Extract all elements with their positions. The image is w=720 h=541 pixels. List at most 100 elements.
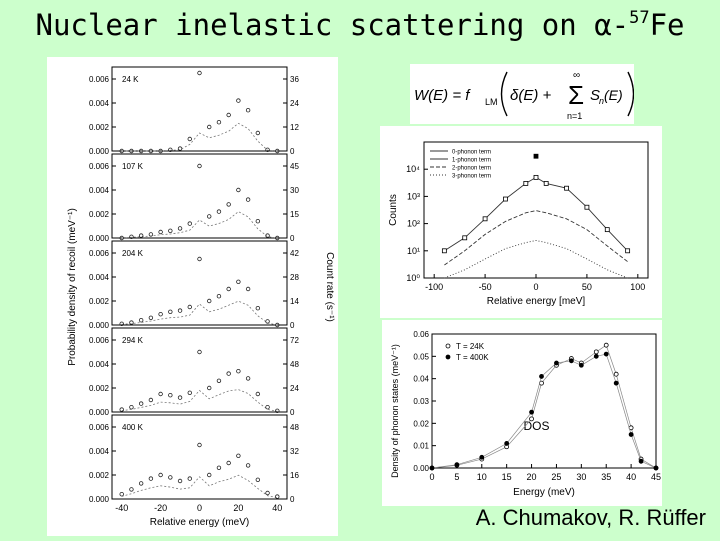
x-tick-label: 40: [272, 503, 282, 513]
left-tick-label: 0.006: [89, 162, 110, 171]
series-point-1: [628, 432, 634, 437]
series-point-1: [613, 380, 619, 386]
y-tick-label: 10²: [407, 219, 420, 229]
data-point: [129, 148, 134, 154]
data-point: [245, 463, 251, 468]
data-point: [275, 322, 280, 328]
data-point: [177, 146, 183, 151]
formula-lhs: W(E) = f: [414, 87, 471, 104]
data-point: [177, 395, 183, 400]
title-element: Fe: [649, 8, 685, 42]
right-tick-label: 15: [290, 210, 299, 219]
series-point-1: [533, 174, 539, 180]
data-point: [129, 320, 134, 325]
data-point: [216, 378, 222, 383]
series-point-1: [429, 465, 435, 471]
recoil-density-figure: 0.006 0.004 0.002 0.000 36 24 12 0 24 K 0.006 0.00…: [47, 57, 338, 536]
title-prefix: Nuclear inelastic scattering on: [35, 8, 595, 42]
data-point: [236, 279, 241, 284]
right-tick-label: 0: [290, 234, 295, 243]
right-tick-label: 32: [290, 447, 299, 456]
right-tick-label: 0: [290, 147, 295, 156]
data-point: [226, 112, 231, 118]
data-point: [265, 319, 270, 324]
y-tick-label: 0.05: [413, 352, 429, 361]
left-tick-label: 0.006: [89, 336, 110, 345]
right-tick-label: 45: [290, 162, 299, 171]
formula-term-subscript: n: [599, 96, 604, 106]
formula-box: W(E) = f LM δ(E) + ∞ Σ n=1 S n (E): [410, 64, 635, 124]
data-point: [236, 187, 241, 193]
data-point: [119, 492, 124, 497]
data-point: [197, 70, 202, 76]
panel-temperature-label: 204 K: [122, 249, 144, 258]
panel-temperature-label: 24 K: [122, 75, 139, 84]
panel-frame-3: [111, 327, 288, 413]
data-point: [275, 408, 280, 413]
data-point: [207, 214, 212, 219]
series-point-0: [533, 153, 539, 159]
x-tick-label: 50: [582, 282, 592, 292]
x-tick-label: 20: [233, 503, 243, 513]
formula-term: S: [590, 87, 600, 104]
series-line-1: [431, 353, 657, 469]
legend-entry: T = 24K: [456, 342, 485, 351]
data-point: [119, 407, 124, 412]
series-line-3: [444, 240, 628, 279]
y-tick-label: 10⁴: [406, 164, 420, 174]
x-tick-label: 45: [651, 472, 661, 482]
right-tick-label: 28: [290, 273, 299, 282]
data-point: [226, 460, 231, 466]
legend-entry: 3-phonon term: [452, 174, 491, 180]
formula-lm-subscript: LM: [485, 97, 498, 107]
x-tick-label: 25: [551, 472, 561, 482]
y-axis-label: Density of phonon states (meV⁻¹): [390, 344, 400, 478]
formula-right-paren: [627, 71, 635, 117]
series-point-1: [441, 248, 447, 254]
series-point-1: [462, 235, 468, 241]
legend-marker: [445, 354, 451, 360]
right-tick-label: 42: [290, 249, 299, 258]
legend-entry: 2-phonon term: [452, 166, 491, 172]
x-tick-label: 0: [197, 503, 202, 513]
y-axis-label: Counts: [388, 194, 399, 226]
series-point-0: [613, 371, 619, 377]
recoil-density-chart: 0.006 0.004 0.002 0.000 36 24 12 0 24 K 0.006 0.00…: [67, 66, 335, 528]
data-point: [119, 148, 124, 154]
data-point: [245, 108, 251, 113]
data-point: [236, 453, 241, 458]
y-tick-label: 10⁰: [406, 273, 420, 283]
data-point: [226, 286, 231, 292]
left-tick-label: 0.002: [89, 210, 110, 219]
series-point-1: [638, 458, 644, 464]
series-point-1: [539, 374, 544, 379]
series-point-1: [653, 465, 659, 471]
x-tick-label: 30: [576, 472, 586, 482]
y-tick-label: 0.02: [413, 419, 429, 428]
data-point: [148, 232, 154, 237]
right-tick-label: 0: [290, 408, 295, 417]
title-mass-number: 57: [629, 8, 650, 28]
data-point: [255, 391, 261, 397]
series-line-0: [431, 344, 657, 469]
x-tick-label: 20: [527, 472, 537, 482]
legend-entry: T = 400K: [456, 353, 489, 362]
data-point: [207, 124, 212, 130]
series-point-1: [584, 204, 590, 210]
data-point: [119, 235, 124, 241]
data-point: [226, 371, 231, 376]
x-tick-label: 0: [429, 472, 434, 482]
data-point: [187, 221, 192, 226]
left-tick-label: 0.000: [89, 495, 110, 504]
data-point: [158, 229, 163, 235]
fit-curve: [121, 300, 278, 326]
data-point: [236, 98, 241, 103]
series-point-1: [568, 358, 574, 364]
left-tick-label: 0.002: [89, 471, 110, 480]
y-tick-label: 0.04: [413, 375, 429, 384]
title-alpha: α-: [594, 8, 630, 42]
right-tick-label: 0: [290, 495, 295, 504]
formula-term-arg: (E): [604, 87, 623, 103]
x-tick-label: 0: [533, 282, 538, 292]
right-tick-label: 48: [290, 360, 299, 369]
